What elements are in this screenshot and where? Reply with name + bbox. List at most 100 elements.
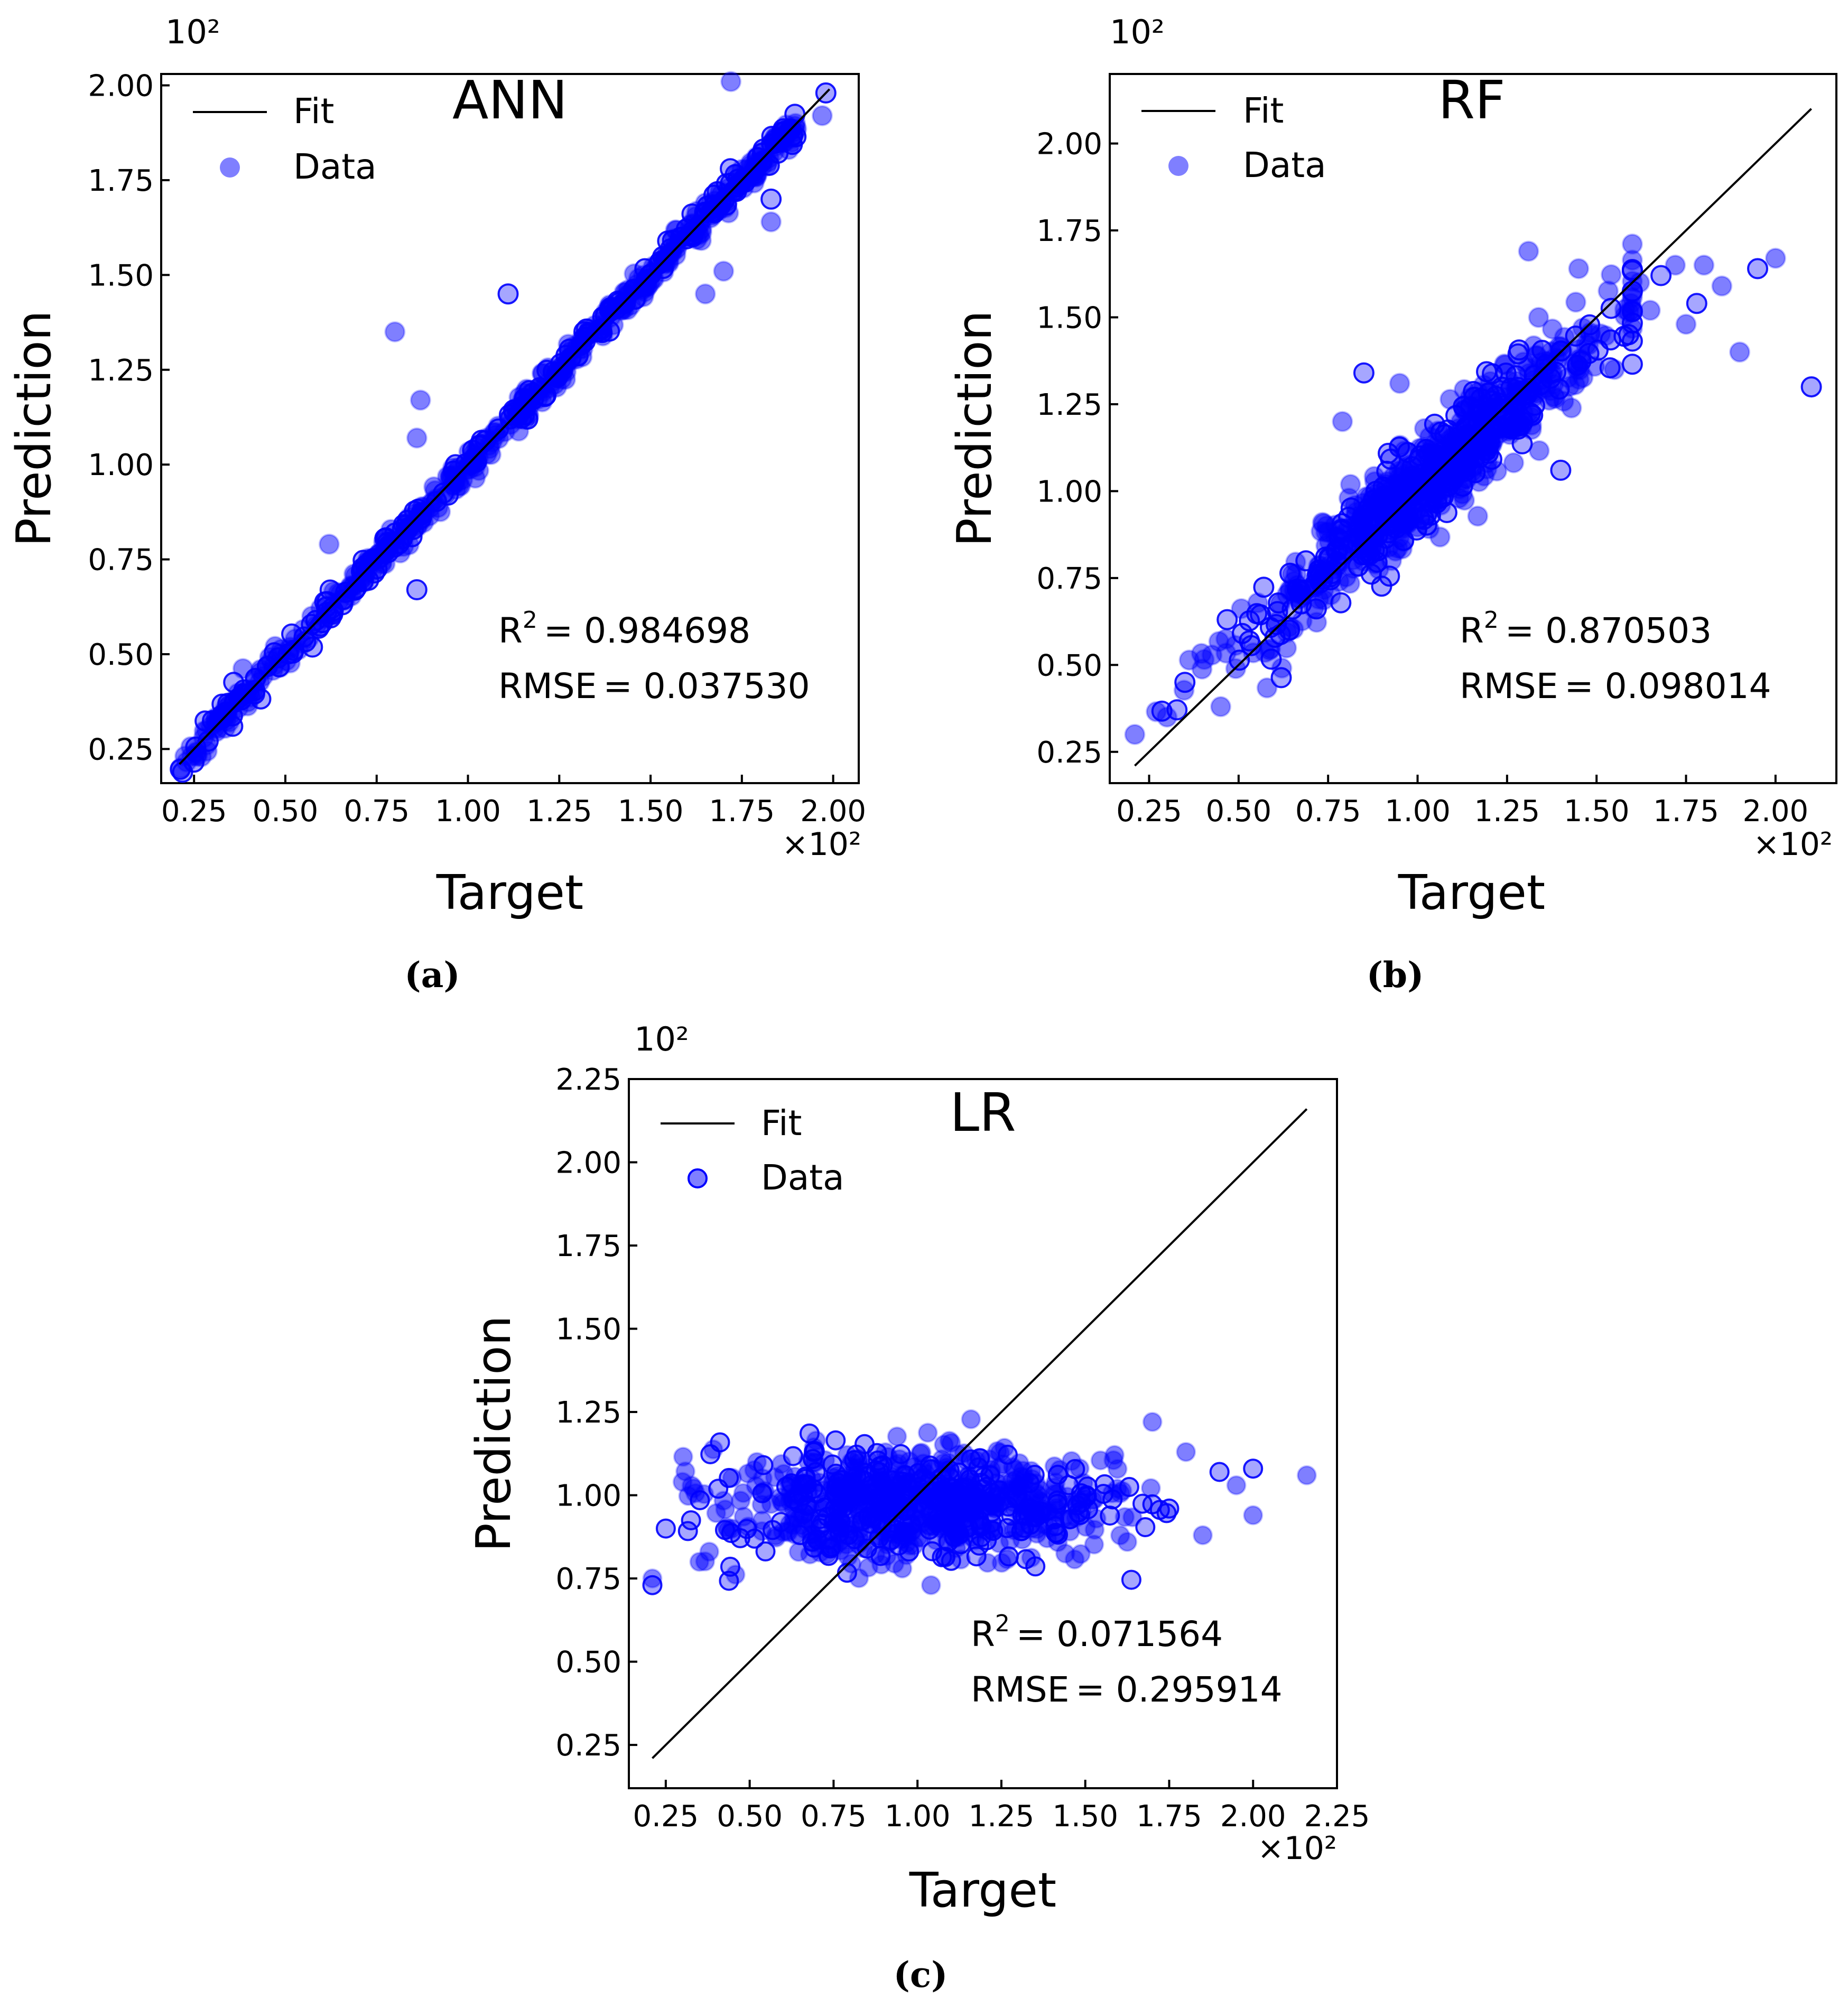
data-point — [825, 1430, 846, 1451]
data-point — [878, 1481, 899, 1502]
data-point — [1331, 518, 1352, 540]
data-point — [1385, 473, 1406, 495]
data-point — [758, 147, 780, 169]
data-point — [828, 1473, 848, 1493]
y-tick-label: 0.50 — [88, 638, 154, 672]
x-tick-label: 1.25 — [1474, 794, 1540, 829]
data-point — [1598, 280, 1619, 302]
legend-data-label: Data — [1243, 145, 1326, 185]
data-point — [1011, 1521, 1032, 1541]
data-point — [681, 1510, 701, 1530]
x-tick-label: 1.50 — [618, 794, 684, 829]
x-tick-label: 2.25 — [1304, 1799, 1370, 1834]
data-point — [713, 261, 735, 282]
data-point — [990, 1443, 1010, 1463]
data-point — [1193, 1525, 1213, 1546]
data-point — [1156, 707, 1178, 728]
data-point — [1378, 442, 1399, 464]
data-point — [962, 1495, 982, 1516]
data-point — [1528, 306, 1549, 328]
fit-line-segment — [652, 1108, 1308, 1759]
data-point — [411, 504, 432, 525]
y-tick-label: 2.25 — [555, 1063, 621, 1097]
y-tick-label: 0.75 — [1036, 562, 1102, 596]
data-point — [1260, 648, 1282, 670]
data-point — [832, 1485, 853, 1506]
data-point — [1512, 402, 1534, 424]
data-point — [694, 283, 716, 305]
data-point — [956, 1451, 977, 1471]
data-point — [1550, 459, 1572, 481]
data-point — [661, 239, 683, 261]
data-point — [917, 1423, 938, 1443]
legend-fit-label: Fit — [293, 91, 334, 132]
data-point — [1243, 1505, 1264, 1526]
x-tick-label: 2.00 — [800, 794, 866, 829]
panel-a-ann-chart: 0.25 0.50 0.75 1.00 1.25 1.50 1.75 2.00 0.25 0.50… — [6, 13, 866, 996]
data-point — [1467, 505, 1489, 527]
data-point — [715, 1499, 736, 1520]
x-tick-label: 0.25 — [161, 794, 227, 829]
legend-data-marker — [688, 1168, 708, 1188]
data-point — [1618, 324, 1640, 346]
data-point — [1276, 621, 1298, 643]
y-tick-label: 1.25 — [555, 1396, 621, 1430]
x-axis-label: Target — [909, 1863, 1056, 1918]
y-tick-label: 1.00 — [88, 448, 154, 482]
data-point — [910, 1443, 931, 1464]
chart-title: LR — [950, 1082, 1016, 1144]
data-point — [1528, 440, 1550, 461]
data-point — [283, 639, 304, 661]
y-tick-label: 1.00 — [555, 1479, 621, 1513]
data-point — [846, 1444, 867, 1465]
data-point — [1503, 452, 1525, 473]
y-tick-label: 0.25 — [1036, 736, 1102, 770]
data-point — [1621, 233, 1643, 255]
data-point — [655, 1518, 676, 1539]
data-point — [908, 1493, 929, 1513]
x-multiplier: ×10² — [1753, 826, 1833, 863]
fit-line — [179, 88, 831, 765]
data-point — [1176, 1442, 1196, 1462]
data-point — [1355, 534, 1377, 555]
data-point — [1450, 458, 1471, 480]
y-tick-label: 0.25 — [555, 1728, 621, 1763]
r2-label: R — [1460, 610, 1484, 651]
data-point — [1115, 1507, 1135, 1527]
data-point — [406, 427, 428, 449]
data-point — [1026, 1523, 1047, 1544]
data-point — [689, 1551, 710, 1572]
data-point — [384, 522, 406, 544]
data-point — [676, 218, 697, 240]
data-point — [773, 1521, 793, 1542]
data-point — [821, 1535, 841, 1555]
data-point — [458, 441, 480, 462]
data-point — [811, 105, 833, 126]
data-point — [998, 1546, 1019, 1567]
data-point — [1019, 1498, 1040, 1519]
legend-data-label: Data — [293, 146, 377, 187]
data-point — [1103, 1450, 1124, 1471]
x-tick-label: 0.50 — [253, 794, 319, 829]
data-point — [725, 1564, 746, 1585]
y-tick-label: 2.00 — [88, 69, 154, 104]
data-point — [1315, 535, 1337, 556]
legend-fit-label: Fit — [761, 1103, 802, 1144]
data-point — [1364, 484, 1386, 506]
x-tick-label: 1.00 — [435, 794, 501, 829]
data-point — [1629, 272, 1650, 293]
r2-value: = 0.071564 — [1016, 1614, 1223, 1655]
data-point — [170, 757, 191, 779]
data-point — [760, 188, 782, 210]
x-tick-label: 0.25 — [633, 1799, 699, 1834]
data-point — [1279, 580, 1301, 602]
data-point — [703, 1439, 723, 1460]
r2-metric: R2 = 0.071564 — [971, 1610, 1223, 1655]
data-point — [1142, 1411, 1163, 1432]
data-point — [1529, 374, 1551, 396]
data-point — [1045, 1516, 1066, 1537]
data-point — [642, 267, 664, 289]
data-point — [1021, 1547, 1042, 1568]
rmse-metric: RMSE = 0.295914 — [971, 1669, 1283, 1710]
